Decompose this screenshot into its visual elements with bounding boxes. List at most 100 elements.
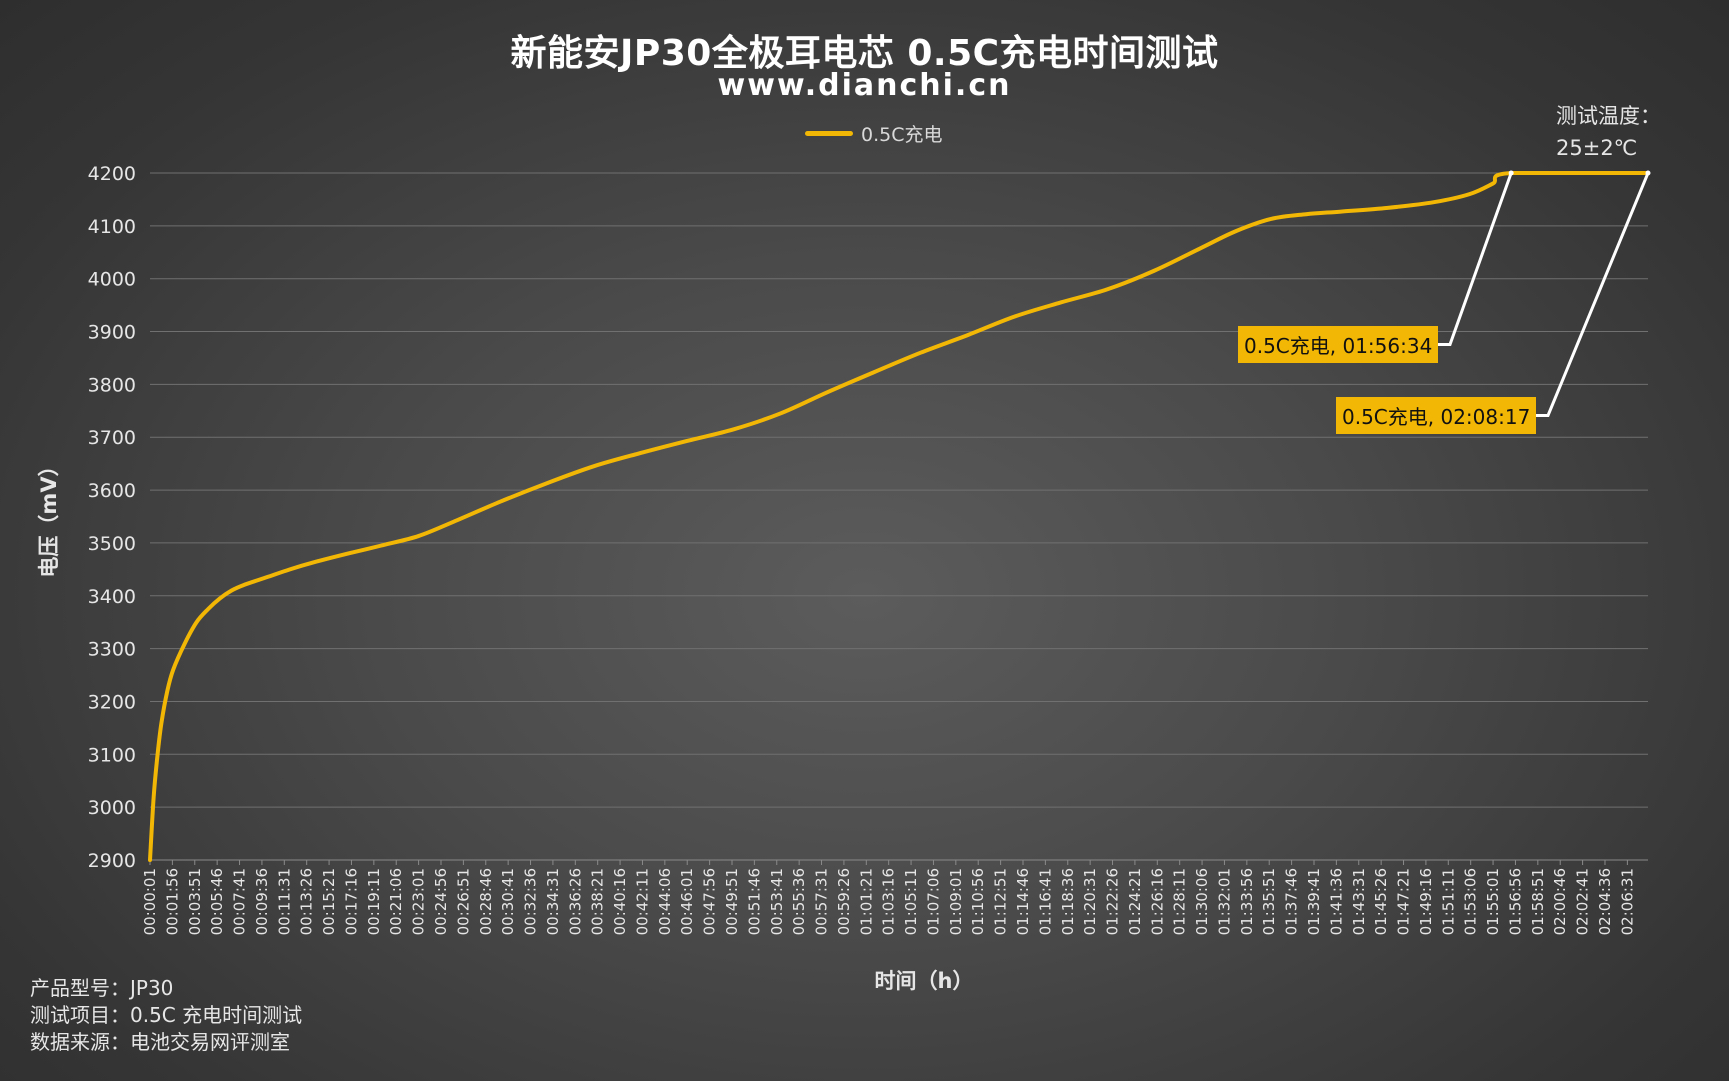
y-tick-label: 4000	[88, 269, 136, 291]
x-tick-label: 01:30:06	[1193, 868, 1211, 935]
x-tick-label: 01:24:21	[1126, 868, 1144, 935]
chart-subtitle: www.dianchi.cn	[717, 68, 1012, 103]
x-tick-label: 00:00:01	[141, 868, 159, 935]
x-tick-label: 01:47:21	[1395, 868, 1413, 935]
legend: 0.5C充电	[805, 120, 942, 147]
x-tick-label: 00:53:41	[768, 868, 786, 935]
x-tick-label: 01:09:01	[947, 868, 965, 935]
y-axis-title: 电压（mV）	[37, 455, 61, 577]
y-tick-label: 4100	[88, 216, 136, 238]
x-tick-label: 00:44:06	[656, 868, 674, 935]
x-tick-label: 01:37:46	[1283, 868, 1301, 935]
x-tick-label: 01:14:46	[1014, 868, 1032, 935]
x-tick-label: 01:56:56	[1506, 868, 1524, 935]
y-tick-label: 3300	[88, 639, 136, 661]
x-tick-label: 00:47:56	[701, 868, 719, 935]
x-tick-label: 00:17:16	[342, 868, 360, 935]
x-tick-label: 01:32:01	[1215, 868, 1233, 935]
x-tick-label: 00:28:46	[477, 868, 495, 935]
x-tick-label: 00:34:31	[544, 868, 562, 935]
y-tick-label: 2900	[88, 850, 136, 872]
annotation-leader-line	[1438, 172, 1513, 346]
temperature-note-line2: 25±2℃	[1556, 136, 1638, 160]
x-tick-label: 01:01:21	[857, 868, 875, 935]
x-tick-label: 02:00:46	[1551, 868, 1569, 935]
x-tick-label: 01:53:06	[1462, 868, 1480, 935]
x-tick-label: 00:59:26	[835, 868, 853, 935]
x-tick-label: 01:28:11	[1171, 868, 1189, 935]
x-tick-label: 01:05:11	[902, 868, 920, 935]
x-tick-label: 00:05:46	[208, 868, 226, 935]
footer-test-item: 测试项目：0.5C 充电时间测试	[30, 1003, 303, 1027]
y-tick-label: 3600	[88, 480, 136, 502]
y-tick-label: 4200	[88, 163, 136, 185]
x-tick-label: 01:55:01	[1484, 868, 1502, 935]
y-tick-label: 3900	[88, 322, 136, 344]
x-tick-label: 01:49:16	[1417, 868, 1435, 935]
x-tick-label: 01:39:41	[1305, 868, 1323, 935]
y-tick-label: 3700	[88, 427, 136, 449]
x-tick-label: 00:21:06	[387, 868, 405, 935]
x-tick-label: 00:38:21	[589, 868, 607, 935]
x-tick-label: 00:55:36	[790, 868, 808, 935]
x-tick-label: 01:18:36	[1059, 868, 1077, 935]
x-tick-label: 00:40:16	[611, 868, 629, 935]
x-tick-label: 01:12:51	[992, 868, 1010, 935]
y-tick-label: 3100	[88, 744, 136, 766]
footer-source: 数据来源：电池交易网评测室	[30, 1030, 290, 1054]
annotation-label-2: 0.5C充电, 02:08:17	[1336, 397, 1537, 434]
x-tick-label: 01:22:26	[1104, 868, 1122, 935]
footer-model: 产品型号：JP30	[30, 976, 174, 1000]
annotation-leader-line	[1536, 172, 1650, 417]
x-tick-label: 01:41:36	[1327, 868, 1345, 935]
x-tick-label: 00:19:11	[365, 868, 383, 935]
x-tick-label: 00:23:01	[410, 868, 428, 935]
footer-info: 产品型号：JP30 测试项目：0.5C 充电时间测试 数据来源：电池交易网评测室	[30, 975, 302, 1056]
x-tick-label: 01:43:31	[1350, 868, 1368, 935]
chart-title: 新能安JP30全极耳电芯 0.5C充电时间测试	[510, 33, 1219, 74]
x-tick-label: 01:16:41	[1036, 868, 1054, 935]
temperature-note-line1: 测试温度：	[1556, 104, 1661, 128]
x-tick-label: 00:09:36	[253, 868, 271, 935]
legend-label: 0.5C充电	[861, 124, 943, 146]
x-tick-label: 01:51:11	[1439, 868, 1457, 935]
y-tick-label: 3800	[88, 374, 136, 396]
x-tick-label: 01:20:31	[1081, 868, 1099, 935]
x-tick-label: 00:11:31	[275, 868, 293, 935]
annotation-point	[1508, 170, 1514, 176]
x-tick-label: 01:26:16	[1148, 868, 1166, 935]
y-tick-label: 3400	[88, 586, 136, 608]
x-tick-label: 01:58:51	[1529, 868, 1547, 935]
x-tick-label: 00:51:46	[745, 868, 763, 935]
x-tick-label: 00:07:41	[231, 868, 249, 935]
x-tick-label: 01:35:51	[1260, 868, 1278, 935]
x-tick-label: 00:57:31	[813, 868, 831, 935]
annotation-point	[1645, 170, 1651, 176]
x-tick-label: 01:45:26	[1372, 868, 1390, 935]
x-tick-label: 00:03:51	[186, 868, 204, 935]
x-tick-label: 01:33:56	[1238, 868, 1256, 935]
x-tick-label: 00:01:56	[163, 868, 181, 935]
x-tick-label: 01:10:56	[969, 868, 987, 935]
x-tick-label: 00:24:56	[432, 868, 450, 935]
x-tick-label: 02:02:41	[1574, 868, 1592, 935]
y-tick-label: 3500	[88, 533, 136, 555]
x-tick-label: 01:07:06	[924, 868, 942, 935]
temperature-note: 测试温度： 25±2℃	[1556, 100, 1661, 164]
x-tick-label: 00:30:41	[499, 868, 517, 935]
x-tick-label: 00:13:26	[298, 868, 316, 935]
y-tick-label: 3200	[88, 691, 136, 713]
x-tick-label: 00:42:11	[633, 868, 651, 935]
x-tick-label: 00:26:51	[454, 868, 472, 935]
x-tick-label: 00:36:26	[566, 868, 584, 935]
annotation-label-1: 0.5C充电, 01:56:34	[1238, 326, 1439, 363]
x-tick-label: 02:04:36	[1596, 868, 1614, 935]
y-tick-label: 3000	[88, 797, 136, 819]
series-line-0.5c-charge	[148, 171, 1650, 862]
x-tick-label: 00:49:51	[723, 868, 741, 935]
x-tick-label: 02:06:31	[1618, 868, 1636, 935]
x-axis-title: 时间（h）	[875, 969, 974, 993]
x-tick-label: 00:15:21	[320, 868, 338, 935]
x-tick-label: 01:03:16	[880, 868, 898, 935]
